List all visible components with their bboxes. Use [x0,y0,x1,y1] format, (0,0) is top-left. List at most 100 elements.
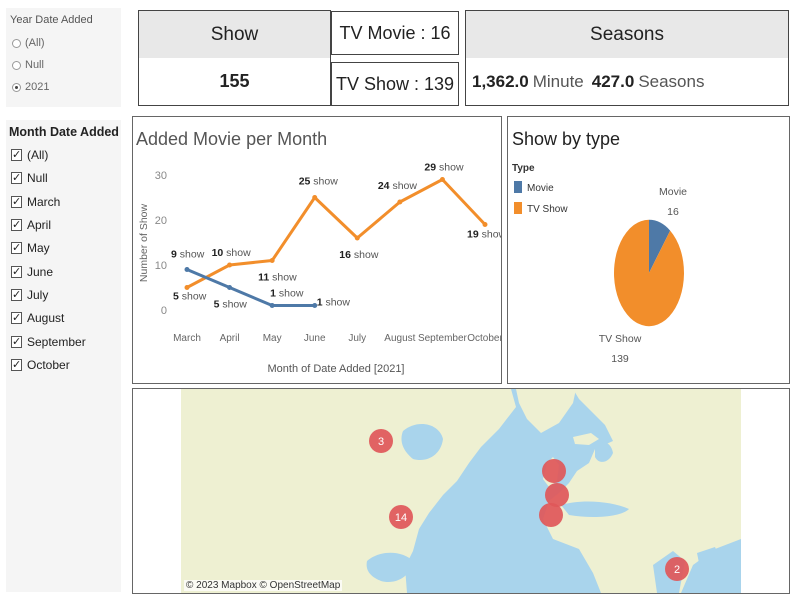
map-svg: 3 14 2 [181,389,741,593]
data-label-value: 29 [424,162,436,174]
data-label-value: 24 [378,180,390,192]
month-option-september[interactable]: ✓ September [11,335,86,349]
month-option-label: April [27,218,52,232]
seasons-unit: Seasons [638,71,705,91]
x-tick-label: September [418,333,468,344]
data-point-tv-show[interactable] [184,285,190,290]
month-option-march[interactable]: ✓ March [11,195,60,209]
data-label-unit: show [177,249,205,261]
map-water-hudson-bay [401,424,443,461]
data-label-value: 1 [317,297,323,309]
legend-swatch[interactable] [514,202,522,214]
month-filter-title: Month Date Added [9,125,119,139]
pie-chart-title: Show by type [512,129,621,149]
month-option-label: May [27,241,50,255]
map-marker[interactable] [539,503,563,527]
slice-label-value: 16 [667,206,679,218]
y-tick-label: 10 [155,260,167,272]
map-land-iceland [573,433,599,445]
checkbox-checked-icon: ✓ [11,359,22,371]
radio-icon [12,38,21,48]
checkbox-checked-icon: ✓ [11,196,22,208]
data-point-movie[interactable] [269,303,275,308]
map-marker-count: 2 [674,564,680,576]
y-axis-label: Number of Show [138,203,150,282]
year-option-null[interactable]: Null [12,59,44,71]
y-tick-label: 30 [155,170,167,182]
pie-chart-panel: Show by type Type Movie TV Show Movie 16 TV S… [507,116,790,384]
map-marker[interactable] [369,429,393,453]
year-option-2021[interactable]: 2021 [12,81,49,93]
y-tick-label: 0 [161,305,167,317]
data-point-tv-show[interactable] [312,195,318,200]
legend-swatch[interactable] [514,181,522,193]
data-label-value: 16 [339,249,351,261]
checkbox-checked-icon: ✓ [11,149,22,161]
month-option-null[interactable]: ✓ Null [11,171,48,185]
map-water-gulf [366,552,413,583]
slice-label-value: 139 [611,353,629,365]
data-point-tv-show[interactable] [439,177,445,182]
data-label-movie: 5 show [214,299,248,311]
data-label-movie: 9 show [171,249,205,261]
data-point-movie[interactable] [312,303,318,308]
legend-label[interactable]: TV Show [527,204,568,215]
month-option-april[interactable]: ✓ April [11,218,51,232]
map-marker[interactable] [389,505,413,529]
month-option-may[interactable]: ✓ May [11,241,50,255]
map-credit: © 2023 Mapbox © OpenStreetMap [184,580,343,591]
data-label-unit: show [436,162,464,174]
month-option-october[interactable]: ✓ October [11,358,70,372]
x-tick-label: July [348,333,366,344]
data-label-tv-show: 10 show [212,247,252,259]
map-marker-count: 3 [378,436,384,448]
data-label-unit: show [179,291,207,303]
series-line-tv-show [186,178,487,289]
year-option-all[interactable]: (All) [12,37,45,49]
month-option-all[interactable]: ✓ (All) [11,148,48,162]
data-point-tv-show[interactable] [354,235,360,241]
map-marker[interactable] [665,557,689,581]
seasons-value: 427.0 [591,71,635,91]
data-point-tv-show[interactable] [397,199,403,205]
month-option-label: August [27,311,65,325]
data-label-tv-show: 29 show [424,162,464,174]
data-label-unit: show [223,247,251,259]
checkbox-checked-icon: ✓ [11,219,22,231]
month-option-july[interactable]: ✓ July [11,288,48,302]
month-option-august[interactable]: ✓ August [11,311,64,325]
checkbox-checked-icon: ✓ [11,289,22,301]
line-chart-title: Added Movie per Month [136,129,328,149]
data-point-tv-show[interactable] [482,222,488,227]
legend-label[interactable]: Movie [527,183,554,194]
data-label-unit: show [310,176,338,188]
map-marker[interactable] [545,483,569,507]
pie-slice-tv-show[interactable] [614,219,684,327]
x-tick-label: May [263,333,282,344]
x-tick-label: April [220,333,240,344]
map-marker[interactable] [542,459,566,483]
data-label-tv-show: 25 show [299,176,339,188]
legend-title: Type [512,163,535,174]
series-line-movie [186,268,315,307]
data-label-value: 19 [467,229,479,241]
data-label-tv-show: 5 show [173,291,207,303]
data-label-unit: show [276,288,304,300]
month-option-label: Null [27,171,48,185]
data-label-tv-show: 11 show [258,272,297,284]
radio-icon [12,60,21,70]
month-option-june[interactable]: ✓ June [11,265,53,279]
data-label-value: 5 [214,299,220,311]
data-label-unit: show [351,249,379,261]
data-point-tv-show[interactable] [227,262,233,268]
x-tick-label: August [384,333,415,344]
pie-slice-movie[interactable] [649,219,671,273]
data-label-tv-show: 19 show [467,229,501,241]
data-point-movie[interactable] [184,267,190,272]
checkbox-checked-icon: ✓ [11,172,22,184]
world-map[interactable]: 3 14 2 © 2023 Mapbox © OpenStreetMap [181,389,741,593]
map-water-bay-of-bengal [697,547,721,579]
data-label-unit: show [323,297,351,309]
data-point-tv-show[interactable] [269,258,275,263]
data-point-movie[interactable] [227,285,233,290]
